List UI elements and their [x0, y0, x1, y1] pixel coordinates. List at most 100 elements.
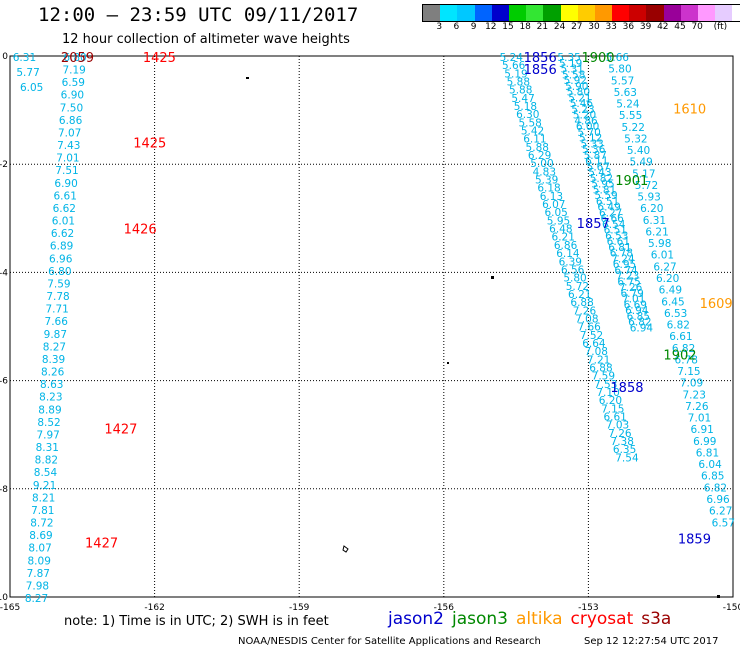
color-scale-label: 30	[588, 22, 600, 32]
wave-height-value: 6.86	[59, 115, 83, 127]
wave-height-value: 7.15	[677, 366, 700, 378]
wave-height-value: 6.05	[544, 207, 567, 219]
wave-height-value: 6.21	[645, 226, 668, 238]
wave-height-value: 5.77	[16, 67, 39, 79]
satellite-tracks: 6.315.776.056.807.196.596.907.506.867.07…	[13, 52, 735, 605]
land-speck	[246, 77, 249, 79]
wave-height-value: 6.74	[614, 265, 638, 277]
wave-height-value: 6.49	[659, 285, 682, 297]
wave-height-value: 6.27	[709, 506, 732, 518]
time-label: 1856	[524, 63, 557, 78]
color-swatch	[526, 5, 544, 21]
wave-height-value: 6.14	[556, 248, 580, 260]
footnote: note: 1) Time is in UTC; 2) SWH is in fe…	[64, 614, 329, 629]
wave-height-value: 5.80	[563, 273, 586, 285]
wave-height-value: 5.70	[577, 127, 600, 139]
wave-height-value: 6.05	[20, 82, 43, 94]
plot-axes: -165 -162 -159 -156 -153 -150 0 -2 -4 -6 -8 -10	[0, 52, 740, 613]
y-tick-label: -4	[0, 268, 8, 278]
track-s3a: 5.665.805.575.635.245.555.225.325.405.49…	[606, 52, 735, 529]
wave-height-value: 7.54	[615, 452, 639, 464]
color-swatch	[577, 5, 595, 21]
time-label: 1609	[700, 297, 733, 312]
wave-height-value: 5.20	[573, 110, 596, 122]
track-cryosat: 6.31 5.77 6.05	[13, 52, 44, 94]
land-speck	[717, 595, 720, 598]
wave-height-value: 5.98	[648, 238, 671, 250]
wave-height-value: 8.39	[42, 354, 65, 366]
chart-title: 12:00 – 23:59 UTC 09/11/2017	[38, 4, 359, 26]
wave-height-value: 5.36	[582, 144, 606, 156]
color-swatch	[440, 5, 458, 21]
wave-height-value: 6.85	[627, 311, 650, 323]
time-label: 2059	[61, 51, 94, 66]
color-scale-label: 18	[519, 22, 531, 32]
wave-height-value: 6.82	[704, 482, 727, 494]
color-swatch	[474, 5, 492, 21]
wave-height-value: 6.95	[613, 259, 636, 271]
color-scale-label: 12	[485, 22, 497, 32]
generated-timestamp: Sep 12 12:27:54 UTC 2017	[584, 636, 719, 647]
wave-height-value: 7.26	[685, 401, 709, 413]
color-swatch	[491, 5, 509, 21]
wave-height-value: 6.81	[608, 242, 631, 254]
wave-height-value: 5.88	[509, 85, 532, 97]
wave-height-value: 6.04	[698, 459, 722, 471]
wave-height-value: 6.64	[582, 338, 606, 350]
color-swatch	[646, 5, 664, 21]
wave-height-value: 6.20	[656, 273, 679, 285]
wave-height-value: 5.72	[566, 281, 589, 293]
wave-height-value: 5.92	[564, 75, 587, 87]
wave-height-value: 7.97	[36, 429, 59, 441]
wave-height-value: 5.55	[619, 110, 642, 122]
wave-height-value: 8.27	[25, 593, 48, 605]
land-speck	[491, 276, 494, 279]
wave-height-value: 8.63	[40, 379, 63, 391]
wave-height-value: 6.79	[620, 288, 643, 300]
wave-height-value: 5.95	[547, 215, 570, 227]
color-swatch	[629, 5, 647, 21]
wave-height-value: 6.99	[693, 436, 716, 448]
wave-height-value: 6.94	[625, 305, 649, 317]
color-swatch	[560, 5, 578, 21]
wave-height-value: 9.87	[44, 329, 67, 341]
wave-height-value: 6.31	[643, 215, 666, 227]
wave-height-value: 7.01	[56, 153, 79, 165]
color-scale-label: 21	[536, 22, 549, 32]
wave-height-value: 6.56	[561, 264, 585, 276]
track-altika: 5.355.195.315.585.925.905.805.215.465.23…	[557, 52, 653, 335]
wave-height-value: 6.78	[610, 248, 633, 260]
wave-height-value: 7.59	[47, 278, 70, 290]
color-scale-bar	[422, 4, 740, 22]
wave-height-value: 6.69	[624, 299, 647, 311]
time-label: 1858	[610, 381, 643, 396]
wave-height-value: 8.31	[36, 442, 59, 454]
wave-height-value: 6.90	[61, 90, 84, 102]
wave-height-value: 5.43	[588, 167, 611, 179]
track-jason3: 6.807.196.596.907.506.867.077.437.017.51…	[25, 52, 87, 605]
wave-height-value: 7.59	[592, 371, 615, 383]
wave-height-value: 7.87	[27, 568, 50, 580]
wave-height-value: 4.86	[574, 115, 598, 127]
wave-height-value: 6.01	[651, 250, 674, 262]
wave-height-value: 6.66	[600, 213, 624, 225]
wave-height-value: 6.27	[653, 261, 676, 273]
color-scale-label: (ft)	[713, 22, 728, 32]
wave-height-value: 5.35	[557, 52, 580, 64]
legend-s3a: s3a	[641, 609, 672, 629]
color-swatch	[612, 5, 630, 21]
color-scale-label: 42	[657, 22, 669, 32]
wave-height-value: 5.59	[594, 190, 617, 202]
wave-height-value: 7.38	[611, 436, 634, 448]
wave-height-value: 5.58	[562, 69, 585, 81]
wave-height-value: 5.58	[518, 117, 541, 129]
wave-height-value: 5.18	[514, 101, 537, 113]
wave-height-value: 8.09	[28, 555, 51, 567]
wave-height-value: 6.51	[604, 225, 627, 237]
land-speck	[342, 545, 349, 553]
wave-height-value: 6.89	[50, 241, 73, 253]
wave-height-value: 6.01	[52, 216, 75, 228]
color-scale-labels: 3 6 9 12 15 18 21 24 27 30 33 36 39 42 45 70 (ft)	[422, 22, 740, 34]
wave-height-value: 7.50	[60, 102, 83, 114]
